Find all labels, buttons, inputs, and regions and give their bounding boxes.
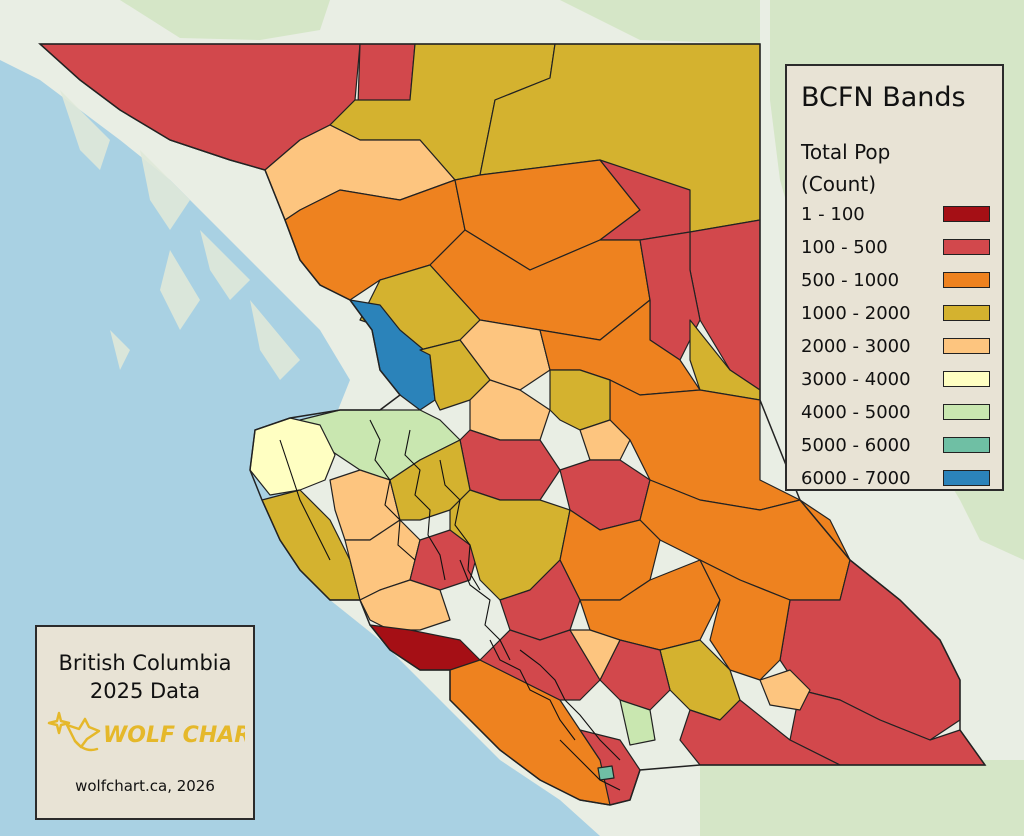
credit-panel: British Columbia 2025 Data WOLF CHART wo… [35,625,255,820]
logo-text: WOLF CHART [103,723,245,748]
legend-subtitle-line1: Total Pop [801,140,891,164]
region-south-tan-b[interactable] [569,629,621,681]
legend-item-label: 3000 - 4000 [801,369,911,390]
legend-swatch [943,305,990,321]
region-okanagan-tan[interactable] [759,669,811,711]
legend-item: 6000 - 7000 [801,466,996,499]
region-fraser-red[interactable] [679,699,841,766]
legend-item-label: 1 - 100 [801,204,865,225]
province-outline [38,43,987,806]
legend-item: 100 - 500 [801,235,996,268]
region-south-coast-tan[interactable] [359,579,451,631]
legend-item: 5000 - 6000 [801,433,996,466]
legend-item: 1000 - 2000 [801,301,996,334]
legend-item: 3000 - 4000 [801,367,996,400]
wolf-head-icon [65,717,101,749]
legend-panel: BCFN Bands Total Pop (Count) 1 - 100 100… [785,64,1004,491]
legend-swatch [943,239,990,255]
region-vancouver-island-north[interactable] [249,417,336,496]
legend-item-label: 100 - 500 [801,237,888,258]
coastal-islands [60,90,300,380]
region-north-small[interactable] [357,43,416,106]
legend-swatch [943,272,990,288]
legend-swatch [943,470,990,486]
map-title: British Columbia 2025 Data [37,649,253,705]
legend-item-label: 2000 - 3000 [801,336,911,357]
wolf-chart-logo: WOLF CHART [47,711,245,752]
legend-item: 2000 - 3000 [801,334,996,367]
legend-subtitle-line2: (Count) [801,172,876,196]
legend-item: 1 - 100 [801,202,996,235]
legend-swatch [943,404,990,420]
star-sparkle-icon [47,711,71,735]
legend-swatch [943,206,990,222]
legend-subtitle: Total Pop (Count) [801,136,890,200]
region-interior-tan-c[interactable] [579,419,631,461]
legend-item-label: 500 - 1000 [801,270,900,291]
legend-title: BCFN Bands [801,82,966,113]
map-title-line1: British Columbia [58,651,232,675]
legend-swatch [943,338,990,354]
legend-item: 4000 - 5000 [801,400,996,433]
map-title-line2: 2025 Data [89,679,201,703]
region-south-green[interactable] [619,699,656,746]
legend-item-label: 4000 - 5000 [801,402,911,423]
legend-item-label: 1000 - 2000 [801,303,911,324]
region-teal-small[interactable] [597,765,615,781]
credit-footer: wolfchart.ca, 2026 [75,777,215,795]
region-west-central-gold[interactable] [419,339,491,411]
legend-item-label: 5000 - 6000 [801,435,911,456]
coastline-detail [279,419,621,791]
legend-swatch [943,437,990,453]
legend-item: 500 - 1000 [801,268,996,301]
legend-swatch [943,371,990,387]
legend-items: 1 - 100 100 - 500 500 - 1000 1000 - 2000… [801,202,996,499]
legend-item-label: 6000 - 7000 [801,468,911,489]
